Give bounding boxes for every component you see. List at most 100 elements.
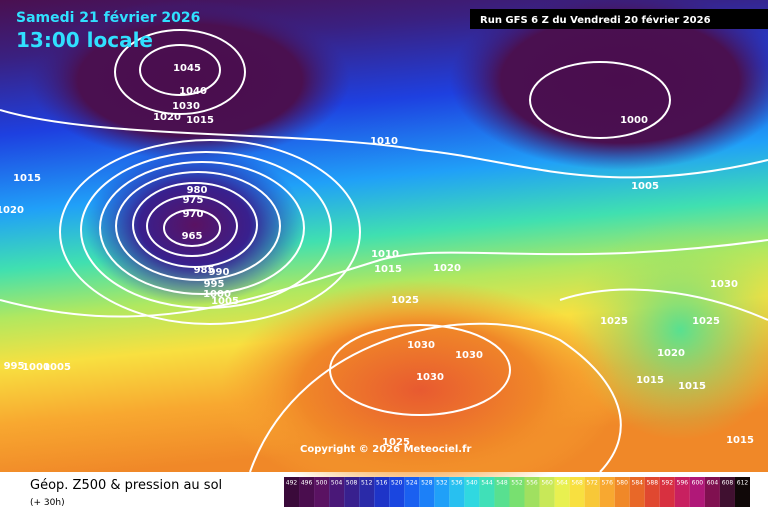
isobar-label: 1000 xyxy=(620,115,648,126)
scale-value: 576 xyxy=(601,480,613,487)
scale-value: 608 xyxy=(722,480,734,487)
copyright: Copyright © 2026 Meteociel.fr xyxy=(300,444,471,455)
scale-value: 592 xyxy=(662,480,674,487)
isobar-label: 1025 xyxy=(382,437,410,448)
isobar-label: 1020 xyxy=(433,263,461,274)
scale-swatch xyxy=(629,477,645,507)
isobar-label: 1015 xyxy=(726,435,754,446)
scale-value: 560 xyxy=(541,480,553,487)
scale-swatch xyxy=(674,477,690,507)
scale-value: 596 xyxy=(677,480,689,487)
isobar-label: 1025 xyxy=(692,316,720,327)
isobar-label: 1010 xyxy=(371,249,399,260)
scale-swatch xyxy=(494,477,510,507)
map-date: Samedi 21 février 2026 xyxy=(16,10,200,26)
isobar-label: 1020 xyxy=(0,205,24,216)
scale-value: 612 xyxy=(737,480,749,487)
scale-value: 564 xyxy=(556,480,568,487)
scale-swatch xyxy=(614,477,630,507)
isobar-label: 1020 xyxy=(657,348,685,359)
scale-value: 504 xyxy=(331,480,343,487)
isobar-label: 1015 xyxy=(186,115,214,126)
scale-value: 580 xyxy=(616,480,628,487)
footer-title: Géop. Z500 & pression au sol xyxy=(30,478,222,493)
isobar-label: 985 xyxy=(194,265,215,276)
scale-value: 532 xyxy=(436,480,448,487)
run-info: Run GFS 6 Z du Vendredi 20 février 2026 xyxy=(480,14,711,26)
isobar-label: 1040 xyxy=(179,86,207,97)
isobar-label: 1030 xyxy=(172,101,200,112)
scale-value: 544 xyxy=(481,480,493,487)
scale-swatch xyxy=(704,477,720,507)
scale-value: 552 xyxy=(511,480,523,487)
scale-swatch xyxy=(374,477,390,507)
scale-swatch xyxy=(524,477,540,507)
isobar-label: 1030 xyxy=(455,350,483,361)
isobar-label: 965 xyxy=(182,231,203,242)
color-scale: 492 496 500 504 508 512 516 520 524 528 532 536 540 5… xyxy=(284,477,750,507)
isobar-label: 1030 xyxy=(710,279,738,290)
isobar-label: 1020 xyxy=(153,112,181,123)
scale-value: 556 xyxy=(526,480,538,487)
scale-swatch xyxy=(404,477,420,507)
scale-swatch xyxy=(344,477,360,507)
scale-swatch xyxy=(659,477,675,507)
scale-value: 508 xyxy=(346,480,358,487)
scale-swatch xyxy=(299,477,315,507)
isobar-label: 1015 xyxy=(13,173,41,184)
isobar-label: 1045 xyxy=(173,63,201,74)
scale-swatch xyxy=(464,477,480,507)
isobar-label: 1015 xyxy=(374,264,402,275)
isobar-label: 995 xyxy=(204,279,225,290)
scale-swatch xyxy=(644,477,660,507)
scale-swatch xyxy=(389,477,405,507)
isobar-label: 1030 xyxy=(407,340,435,351)
scale-swatch xyxy=(314,477,330,507)
scale-value: 568 xyxy=(571,480,583,487)
scale-swatch xyxy=(434,477,450,507)
scale-value: 572 xyxy=(586,480,598,487)
scale-value: 528 xyxy=(421,480,433,487)
scale-swatch xyxy=(584,477,600,507)
scale-value: 512 xyxy=(361,480,373,487)
isobar-label: 980 xyxy=(187,185,208,196)
isobar-label: 1005 xyxy=(43,362,71,373)
scale-value: 524 xyxy=(406,480,418,487)
isobar-label: 1025 xyxy=(600,316,628,327)
scale-value: 496 xyxy=(301,480,313,487)
map xyxy=(0,0,768,500)
scale-value: 548 xyxy=(496,480,508,487)
scale-swatch xyxy=(719,477,735,507)
scale-swatch xyxy=(284,477,300,507)
run-box xyxy=(470,9,768,29)
scale-value: 536 xyxy=(451,480,463,487)
scale-swatch xyxy=(689,477,705,507)
isobar-label: 990 xyxy=(209,267,230,278)
scale-value: 500 xyxy=(316,480,328,487)
scale-value: 584 xyxy=(632,480,644,487)
isobar-label: 995 xyxy=(4,361,25,372)
isobar-label: 970 xyxy=(183,209,204,220)
scale-value: 516 xyxy=(376,480,388,487)
scale-swatch xyxy=(479,477,495,507)
isobar-label: 975 xyxy=(183,195,204,206)
scale-swatch xyxy=(569,477,585,507)
isobar-label: 1005 xyxy=(631,181,659,192)
scale-swatch xyxy=(329,477,345,507)
scale-swatch xyxy=(419,477,435,507)
scale-swatch xyxy=(734,477,750,507)
isobars xyxy=(0,29,768,473)
scale-swatch xyxy=(599,477,615,507)
isobar-label: 1000 xyxy=(22,362,50,373)
footer-lead: (+ 30h) xyxy=(30,498,65,508)
scale-value: 600 xyxy=(692,480,704,487)
isobar-labels: 1045104010301020101510101015102098097597… xyxy=(0,63,754,448)
isobar-label: 1000 xyxy=(203,289,231,300)
scale-value: 492 xyxy=(286,480,298,487)
scale-swatch xyxy=(359,477,375,507)
scale-value: 540 xyxy=(466,480,478,487)
isobar-label: 1015 xyxy=(678,381,706,392)
scale-swatch xyxy=(554,477,570,507)
isobar-label: 1010 xyxy=(370,136,398,147)
